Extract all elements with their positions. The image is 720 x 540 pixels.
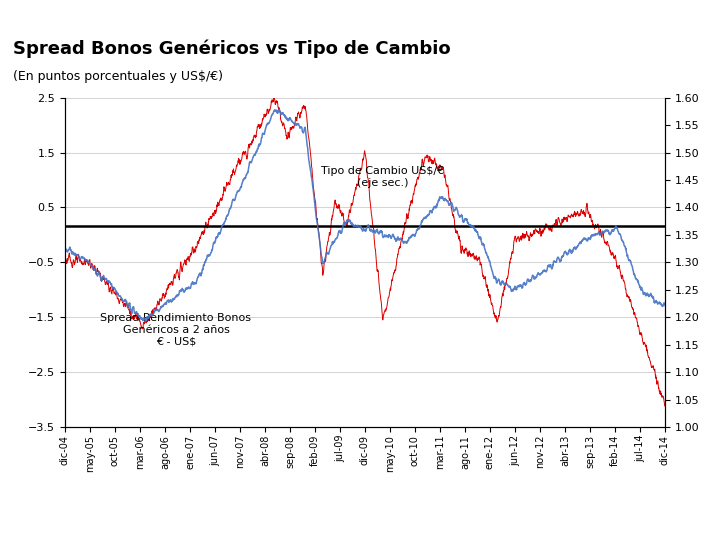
Text: Spread Rendimiento Bonos
Genéricos a 2 años
€ - US$: Spread Rendimiento Bonos Genéricos a 2 a… bbox=[101, 313, 251, 347]
Text: Spread Bonos Genéricos vs Tipo de Cambio: Spread Bonos Genéricos vs Tipo de Cambio bbox=[14, 39, 451, 57]
Text: (En puntos porcentuales y US$/€): (En puntos porcentuales y US$/€) bbox=[14, 70, 223, 83]
Text: Tipo de Cambio US$/€
(eje sec.): Tipo de Cambio US$/€ (eje sec.) bbox=[321, 166, 444, 187]
Text: INTERNACIONAL: INTERNACIONAL bbox=[9, 8, 122, 21]
